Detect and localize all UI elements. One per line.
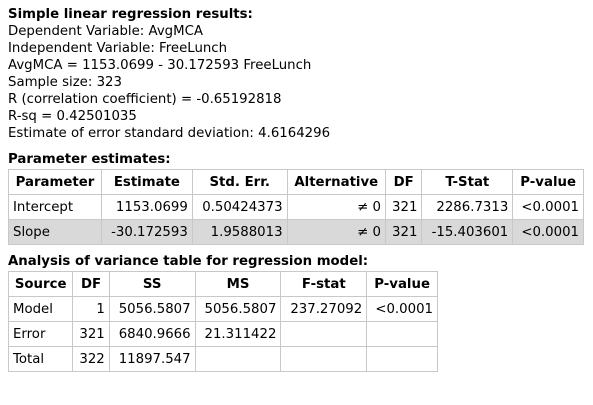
table-cell: 321	[72, 321, 110, 347]
regression-output: Simple linear regression results: Depend…	[7, 6, 588, 372]
column-header: P-value	[512, 169, 584, 195]
independent-variable: Independent Variable: FreeLunch	[8, 41, 228, 56]
table-cell: 5056.5807	[194, 296, 282, 322]
results-heading: Simple linear regression results:	[8, 7, 253, 22]
table-row: Model 1 5056.5807 5056.5807 237.27092 <0…	[7, 296, 438, 322]
column-header: P-value	[366, 271, 438, 297]
table-cell: Error	[7, 321, 74, 347]
parameter-estimates-table: Parameter Estimate Std. Err. Alternative…	[8, 169, 584, 245]
table-cell: Total	[7, 346, 74, 372]
column-header: SS	[108, 271, 196, 297]
table-header-row: Source DF SS MS F-stat P-value	[7, 271, 438, 297]
anova-table: Source DF SS MS F-stat P-value Model 1 5…	[7, 271, 438, 372]
column-header: MS	[194, 271, 282, 297]
table-cell: Slope	[8, 219, 102, 245]
column-header: Std. Err.	[191, 169, 288, 195]
table-cell: 321	[384, 194, 423, 220]
parameter-estimates-heading: Parameter estimates:	[8, 152, 171, 167]
table-cell: -15.403601	[421, 219, 514, 245]
table-cell	[280, 346, 368, 372]
table-cell: <0.0001	[512, 219, 584, 245]
sample-size: Sample size: 323	[8, 75, 122, 90]
table-cell: <0.0001	[366, 296, 438, 322]
table-cell: ≠ 0	[286, 194, 386, 220]
table-row: Total 322 11897.547	[7, 346, 438, 372]
table-cell	[194, 346, 282, 372]
column-header: Source	[7, 271, 74, 297]
table-cell: 237.27092	[280, 296, 368, 322]
column-header: T-Stat	[421, 169, 514, 195]
column-header: Estimate	[100, 169, 193, 195]
error-std-deviation: Estimate of error standard deviation: 4.…	[8, 126, 331, 141]
column-header: DF	[72, 271, 110, 297]
table-cell: 0.50424373	[191, 194, 288, 220]
column-header: Alternative	[286, 169, 386, 195]
r-squared: R-sq = 0.42501035	[8, 109, 137, 124]
table-cell: 11897.547	[108, 346, 196, 372]
table-cell: -30.172593	[100, 219, 193, 245]
dependent-variable: Dependent Variable: AvgMCA	[8, 24, 203, 39]
regression-equation: AvgMCA = 1153.0699 - 30.172593 FreeLunch	[8, 58, 312, 73]
table-cell: 1	[72, 296, 110, 322]
correlation-coefficient: R (correlation coefficient) = -0.6519281…	[8, 92, 282, 107]
table-cell: 5056.5807	[108, 296, 196, 322]
table-cell: 322	[72, 346, 110, 372]
column-header: Parameter	[8, 169, 102, 195]
table-cell: Model	[7, 296, 74, 322]
table-cell: 21.311422	[194, 321, 282, 347]
column-header: F-stat	[280, 271, 368, 297]
table-header-row: Parameter Estimate Std. Err. Alternative…	[8, 169, 584, 195]
table-cell	[366, 346, 438, 372]
table-cell: 1.9588013	[191, 219, 288, 245]
table-cell: 6840.9666	[108, 321, 196, 347]
table-cell	[366, 321, 438, 347]
anova-heading: Analysis of variance table for regressio…	[8, 254, 369, 269]
table-cell	[280, 321, 368, 347]
table-row: Slope -30.172593 1.9588013 ≠ 0 321 -15.4…	[8, 219, 584, 245]
table-cell: ≠ 0	[286, 219, 386, 245]
table-cell: 321	[384, 219, 423, 245]
column-header: DF	[384, 169, 423, 195]
table-cell: <0.0001	[512, 194, 584, 220]
table-row: Error 321 6840.9666 21.311422	[7, 321, 438, 347]
table-row: Intercept 1153.0699 0.50424373 ≠ 0 321 2…	[8, 194, 584, 220]
table-cell: 1153.0699	[100, 194, 193, 220]
table-cell: Intercept	[8, 194, 102, 220]
table-cell: 2286.7313	[421, 194, 514, 220]
